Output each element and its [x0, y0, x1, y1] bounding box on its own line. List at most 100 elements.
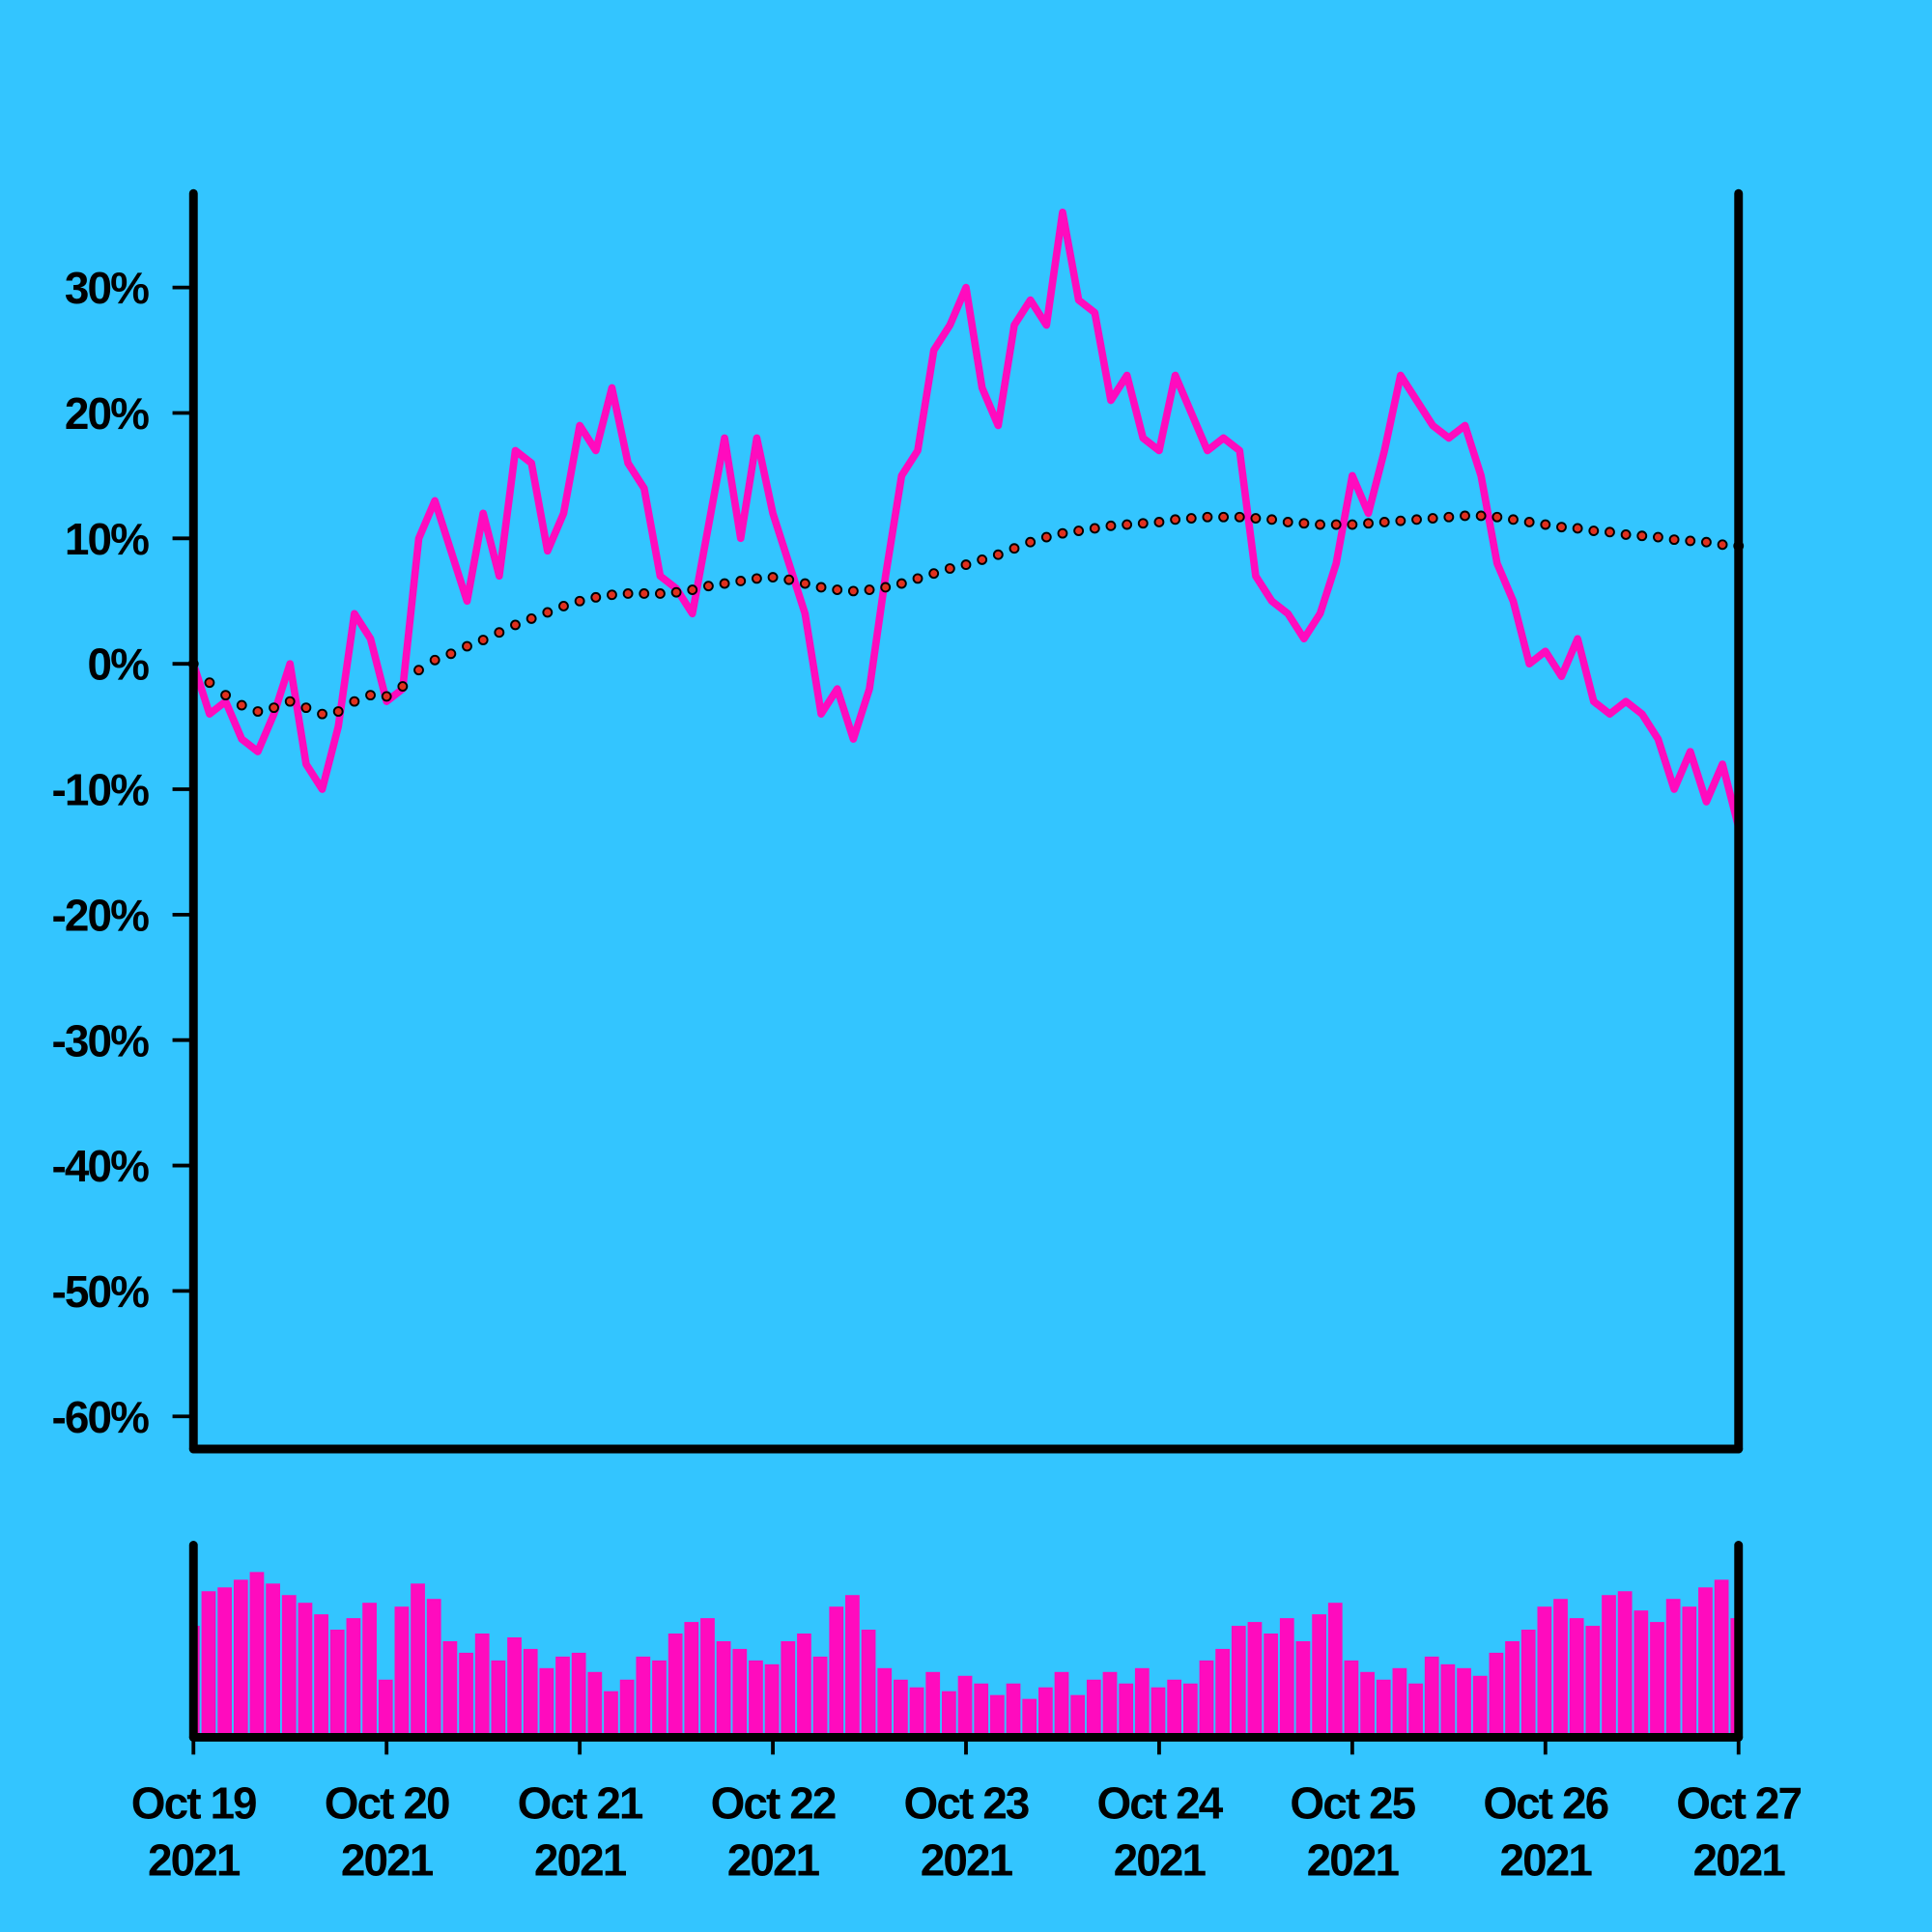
moving-average-dot [1202, 511, 1213, 523]
moving-average-dot [558, 601, 569, 611]
moving-average-dot [1378, 517, 1390, 527]
y-tick-label: -40% [52, 1141, 150, 1191]
moving-average-dot [590, 591, 602, 603]
moving-average-dot [1492, 511, 1503, 523]
moving-average-dot [687, 584, 698, 595]
volume-bar [197, 1626, 200, 1738]
volume-bar [1264, 1634, 1278, 1738]
volume-bar [1472, 1675, 1488, 1738]
volume-bar [555, 1656, 570, 1738]
volume-bar [442, 1640, 458, 1738]
volume-bar [1199, 1660, 1214, 1738]
volume-bar [346, 1618, 361, 1738]
volume-bar [281, 1595, 297, 1738]
volume-bar [1489, 1652, 1504, 1738]
volume-bar [1022, 1698, 1037, 1738]
y-tick-label: -10% [52, 765, 150, 815]
moving-average-dot [1588, 526, 1600, 536]
volume-bar [1102, 1671, 1118, 1738]
volume-bar [781, 1640, 796, 1738]
moving-average-dot [767, 572, 779, 583]
moving-average-dot [607, 589, 617, 601]
volume-bar [329, 1630, 345, 1738]
moving-average-dot [1153, 517, 1165, 527]
moving-average-dot [1282, 517, 1293, 527]
price-panel: 30% 20% 10% 0% -10% -20% -30% -40% -50% -60% [52, 208, 1745, 1442]
volume-panel [197, 1572, 1735, 1738]
moving-average-dot [1717, 539, 1728, 551]
volume-bar [829, 1606, 844, 1738]
moving-average-dot [992, 549, 1004, 560]
volume-bar [732, 1648, 748, 1738]
moving-average-dot [365, 690, 376, 701]
moving-average-dot [317, 708, 327, 720]
x-tick-label: 2021 [1500, 1834, 1593, 1885]
volume-bar [314, 1614, 328, 1738]
volume-bar [942, 1690, 956, 1738]
moving-average-dot [751, 573, 762, 584]
volume-bar [1006, 1683, 1021, 1738]
volume-bar [539, 1667, 554, 1738]
moving-average-dot [269, 702, 279, 714]
moving-average-dot [1122, 519, 1133, 530]
volume-bar [587, 1671, 603, 1738]
volume-bar [1376, 1679, 1391, 1738]
volume-bar [700, 1618, 715, 1738]
moving-average-dot [220, 690, 231, 701]
moving-average-dot [1475, 510, 1487, 522]
x-tick-label: Oct 22 [711, 1778, 836, 1829]
volume-bar [1440, 1663, 1456, 1738]
volume-bar [1344, 1660, 1359, 1738]
volume-bar [1279, 1618, 1294, 1738]
moving-average-dot [252, 706, 264, 717]
volume-bar [1215, 1648, 1230, 1738]
moving-average-dot [1636, 530, 1648, 542]
volume-bar [362, 1603, 377, 1738]
moving-average-dot [1508, 514, 1519, 526]
volume-bar [604, 1690, 618, 1738]
volume-bar [426, 1599, 441, 1738]
volume-bar [1634, 1610, 1649, 1738]
x-tick-label: 2021 [727, 1834, 820, 1885]
volume-bar [861, 1630, 876, 1738]
volume-bar [394, 1606, 410, 1738]
moving-average-dot [1540, 519, 1551, 530]
volume-bar [217, 1587, 232, 1738]
moving-average-dot [832, 584, 843, 595]
moving-average-dot [944, 563, 955, 574]
volume-bar [249, 1572, 265, 1738]
moving-average-dot [1250, 513, 1262, 524]
moving-average-dot [1556, 522, 1567, 533]
moving-average-dot [977, 554, 988, 565]
volume-bar [1295, 1640, 1311, 1738]
moving-average-dot [847, 585, 859, 597]
volume-bar [1520, 1630, 1536, 1738]
moving-average-dot [912, 573, 923, 584]
y-tick-label: -20% [52, 890, 150, 940]
moving-average-dot [783, 574, 795, 585]
volume-bar [619, 1679, 635, 1738]
moving-average-dot [284, 696, 296, 707]
volume-bar [233, 1579, 248, 1738]
moving-average-dot [1266, 514, 1277, 526]
volume-bar [845, 1595, 860, 1738]
moving-average-dot [1701, 536, 1712, 548]
y-tick-label: -60% [52, 1392, 150, 1442]
volume-bar [989, 1694, 1005, 1738]
volume-bar [1360, 1671, 1375, 1738]
volume-bar [1054, 1671, 1069, 1738]
moving-average-dot [1685, 535, 1696, 547]
y-tick-label: -30% [52, 1015, 150, 1065]
moving-average-dot [702, 581, 714, 592]
volume-bar [1585, 1626, 1601, 1738]
volume-bar [459, 1652, 473, 1738]
volume-bar [812, 1656, 828, 1738]
volume-bar [1553, 1599, 1568, 1738]
moving-average-dot [864, 584, 875, 595]
x-tick-label: Oct 21 [518, 1778, 643, 1829]
moving-average-dot [300, 702, 312, 714]
moving-average-dot [1089, 523, 1100, 534]
volume-bar [636, 1656, 651, 1738]
x-tick-label: 2021 [1114, 1834, 1207, 1885]
price-line [189, 208, 1743, 828]
